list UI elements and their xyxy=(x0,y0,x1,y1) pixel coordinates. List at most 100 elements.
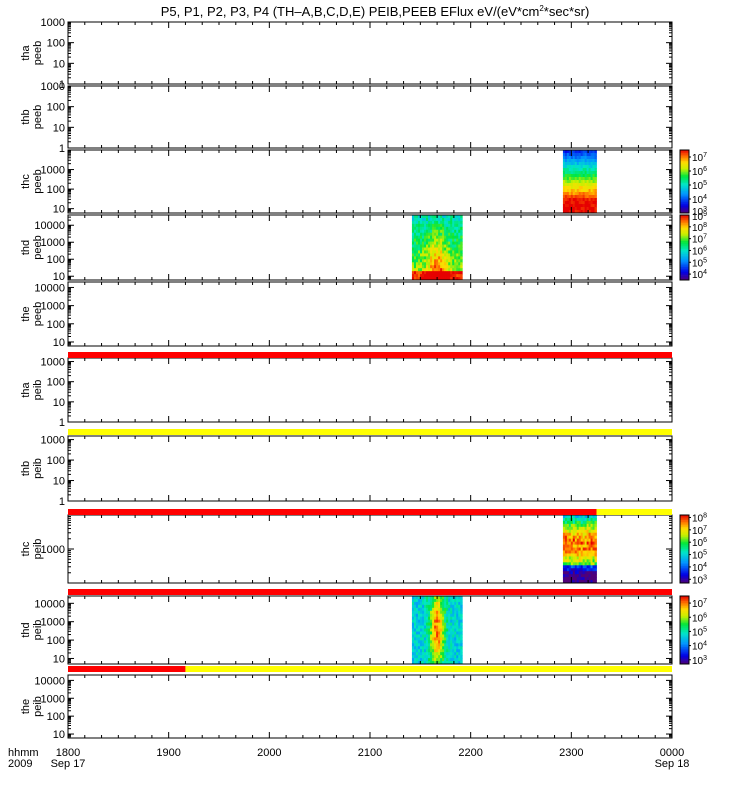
spectrogram-cell xyxy=(460,619,463,624)
spectrogram-cell xyxy=(452,658,455,662)
spectrogram-block xyxy=(562,515,597,584)
colorbar-tick-label: 105 xyxy=(692,180,707,192)
spectrogram-cell xyxy=(420,622,423,626)
spectrogram-cell xyxy=(411,253,415,257)
spectrogram-cell xyxy=(420,235,423,240)
spectrogram-cell xyxy=(420,229,423,234)
spectrogram-cell xyxy=(574,192,578,196)
spectrogram-cell xyxy=(417,256,421,260)
spectrogram-cell xyxy=(448,601,451,606)
spectrogram-cell xyxy=(446,229,449,234)
spectrogram-cell xyxy=(444,622,447,626)
spectrogram-cell xyxy=(458,247,461,251)
spectrogram-cell xyxy=(586,153,589,157)
colorbar-cell xyxy=(680,276,689,279)
spectrogram-cell xyxy=(458,241,461,245)
colorbar-cell xyxy=(680,564,689,567)
spectrogram-cell xyxy=(592,198,595,202)
spectrogram-cell xyxy=(415,631,419,635)
spectrogram-cell xyxy=(446,598,449,603)
spectrogram-cell xyxy=(572,517,576,522)
spectrogram-cell xyxy=(452,241,455,245)
spectrogram-cell xyxy=(438,217,441,222)
spectrogram-cell xyxy=(428,613,431,618)
spectrogram-cell xyxy=(434,607,437,612)
spectrogram-cell xyxy=(432,643,435,647)
spectrogram-cell xyxy=(586,538,589,543)
colorbar-cell xyxy=(680,555,689,558)
spectrogram-cell xyxy=(570,195,574,199)
spectrogram-cell xyxy=(456,277,459,281)
spectrogram-cell xyxy=(444,223,447,228)
y-tick-label: 100 xyxy=(47,377,65,389)
spectrogram-cell xyxy=(572,174,576,178)
spectrogram-cell xyxy=(570,547,574,551)
spectrogram-cell xyxy=(572,559,576,563)
spectrogram-cell xyxy=(580,538,584,543)
spectrogram-cell xyxy=(440,607,443,612)
spectrogram-cell xyxy=(458,215,461,219)
spectrogram-cell xyxy=(456,613,459,618)
colorbar-tick-label: 108 xyxy=(692,222,707,234)
spectrogram-cell xyxy=(574,562,578,566)
spectrogram-cell xyxy=(574,538,578,543)
spectrogram-cell xyxy=(417,250,421,254)
spectrogram-cell xyxy=(432,232,435,237)
spectrogram-cell xyxy=(434,271,437,275)
spectrogram-cell xyxy=(592,183,595,187)
spectrogram-cell xyxy=(588,195,591,199)
y-tick-label: 10 xyxy=(53,729,65,741)
colorbar-tick-label: 107 xyxy=(692,598,707,610)
spectrogram-cell xyxy=(452,235,455,240)
spectrogram-cell xyxy=(417,271,421,275)
spectrogram-cell xyxy=(570,210,574,214)
spectrogram-cell xyxy=(576,180,580,184)
spectrogram-cell xyxy=(426,613,429,618)
colorbar-tick-label: 107 xyxy=(692,152,707,164)
colorbar-cell xyxy=(680,206,689,209)
spectrogram-cell xyxy=(564,544,568,548)
y-tick-label: 10 xyxy=(53,397,65,409)
spectrogram-cell xyxy=(454,640,457,644)
colorbar-cell xyxy=(680,579,689,582)
spectrogram-cell xyxy=(590,515,593,519)
spectrogram-cell xyxy=(576,174,580,178)
spectrogram-cell xyxy=(572,195,576,199)
spectrogram-cell xyxy=(594,577,597,581)
spectrogram-cell xyxy=(432,253,435,257)
spectrogram-cell xyxy=(578,156,582,160)
spectrogram-cell xyxy=(564,183,568,187)
colorbar-cell xyxy=(680,574,689,577)
spectrogram-cell xyxy=(586,562,589,566)
spectrogram-cell xyxy=(450,235,453,240)
spectrogram-cell xyxy=(580,574,584,578)
spectrogram-cell xyxy=(426,598,429,603)
spectrogram-cell xyxy=(438,253,441,257)
spectrogram-cell xyxy=(422,598,425,603)
spectrogram-cell xyxy=(594,204,597,208)
spectrogram-cell xyxy=(592,192,595,196)
spectrogram-cell xyxy=(430,259,433,263)
spectrogram-cell xyxy=(574,171,578,175)
colorbar-cell xyxy=(680,533,689,536)
spectrogram-cell xyxy=(570,544,574,548)
spectrogram-cell xyxy=(432,619,435,624)
spectrogram-cell xyxy=(590,526,593,531)
spectrogram-cell xyxy=(454,610,457,615)
spectrogram-cell xyxy=(584,153,588,157)
spectrogram-cell xyxy=(448,637,451,641)
spectrogram-cell xyxy=(588,165,591,169)
spectrogram-cell xyxy=(594,195,597,199)
spectrogram-cell xyxy=(430,596,433,600)
spectrogram-cell xyxy=(576,559,580,563)
colorbar-tick-label: 103 xyxy=(692,206,707,218)
spectrogram-cell xyxy=(442,256,445,260)
spectrogram-cell xyxy=(444,215,447,219)
spectrogram-cell xyxy=(454,616,457,621)
spectrogram-cell xyxy=(590,517,593,522)
spectrogram-cell xyxy=(586,535,589,540)
spectrogram-cell xyxy=(417,232,421,237)
spectrogram-cell xyxy=(584,538,588,543)
spectrogram-cell xyxy=(574,565,578,569)
spectrogram-cell xyxy=(572,186,576,190)
